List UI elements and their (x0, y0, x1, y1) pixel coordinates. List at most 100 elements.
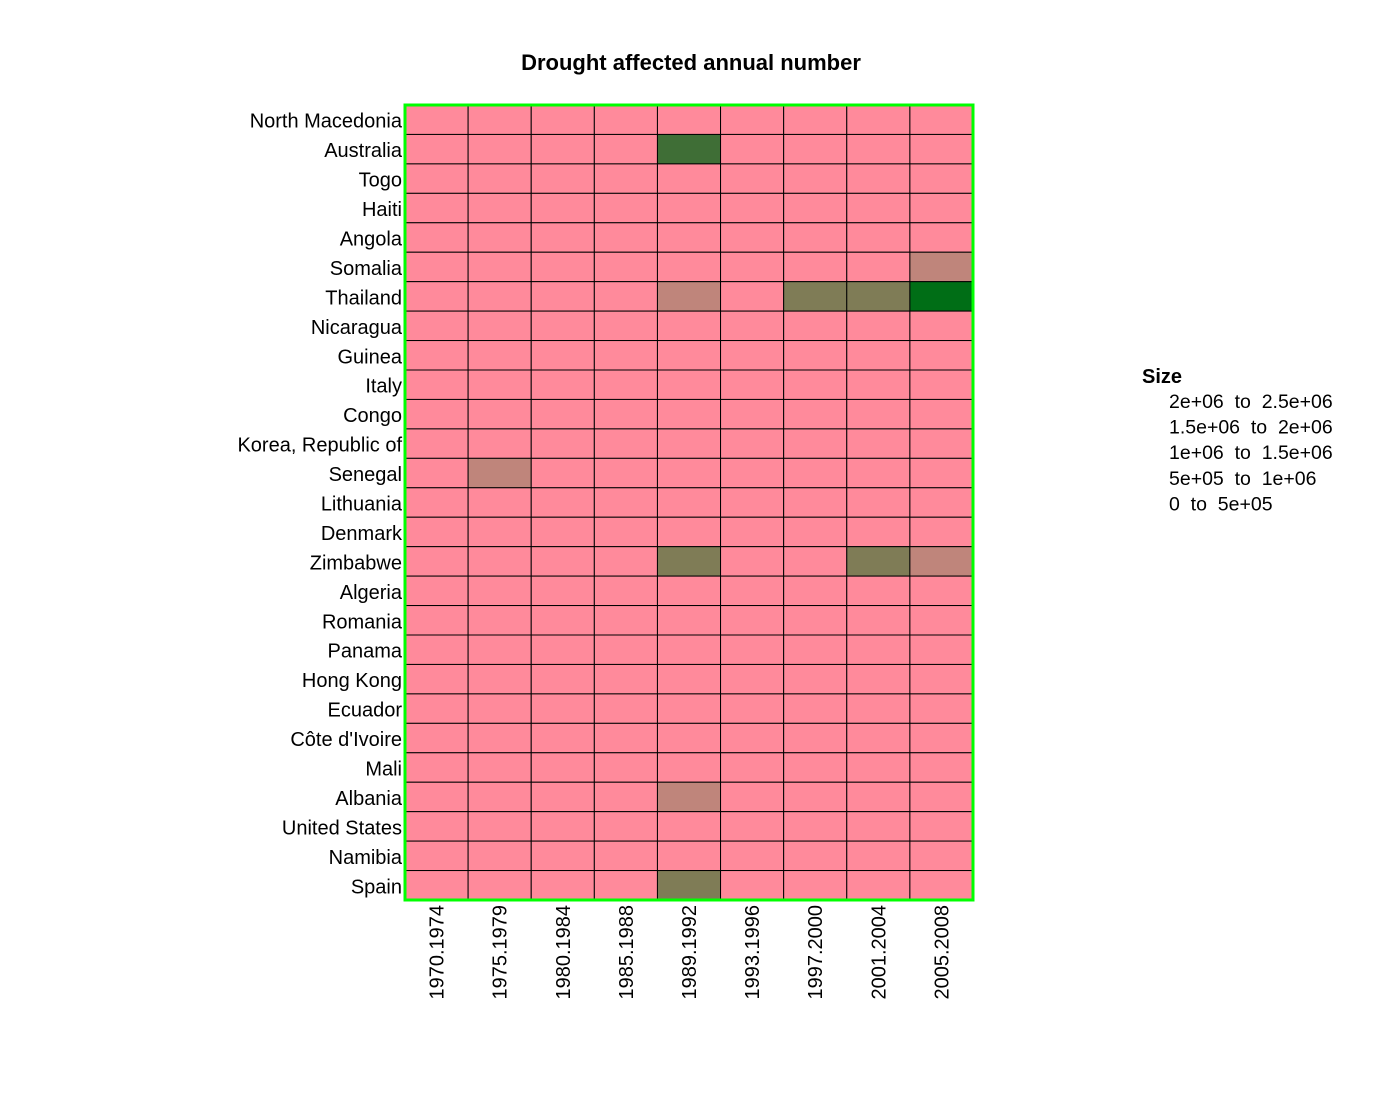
row-label: Australia (324, 140, 403, 162)
heatmap-cell (404, 663, 469, 695)
heatmap-cell (467, 663, 532, 695)
heatmap-cell (783, 605, 848, 636)
heatmap-cell (593, 222, 658, 253)
heatmap-cell (530, 840, 595, 872)
heatmap-cell (530, 163, 595, 194)
heatmap-cell (783, 487, 848, 518)
heatmap-cell (846, 340, 911, 371)
heatmap-grid (404, 104, 974, 901)
row-label: Mali (365, 759, 402, 781)
heatmap-cell (846, 575, 911, 607)
heatmap-cell (783, 634, 848, 665)
heatmap-cell (467, 369, 532, 400)
heatmap-cell (909, 369, 974, 400)
row-label: Zimbabwe (310, 552, 402, 574)
heatmap-cell (720, 752, 785, 783)
heatmap-cell (467, 840, 532, 872)
row-label: Angola (340, 229, 403, 251)
heatmap-cell (656, 104, 722, 135)
heatmap-cell (593, 340, 658, 371)
heatmap-cell (656, 722, 722, 754)
heatmap-cell (846, 546, 911, 577)
heatmap-cell (909, 251, 974, 283)
column-label: 1989.1992 (679, 905, 701, 1000)
row-label: Hong Kong (302, 670, 402, 692)
heatmap-cell (530, 575, 595, 607)
heatmap-cell (909, 487, 974, 518)
heatmap-cell (404, 546, 469, 577)
heatmap-cell (909, 840, 974, 872)
heatmap-cell (720, 634, 785, 665)
row-label: Algeria (340, 582, 403, 604)
row-label: Korea, Republic of (237, 435, 402, 457)
heatmap-cell (846, 398, 911, 430)
heatmap-cell (783, 781, 848, 813)
heatmap-cell (656, 192, 722, 224)
heatmap-cell (530, 222, 595, 253)
heatmap-cell (720, 663, 785, 695)
heatmap-cell (720, 487, 785, 518)
heatmap-cell (404, 310, 469, 342)
heatmap-cell (656, 781, 722, 813)
heatmap-cell (656, 575, 722, 607)
heatmap-cell (783, 398, 848, 430)
heatmap-cell (530, 605, 595, 636)
heatmap-cell (404, 487, 469, 518)
heatmap-cell (656, 516, 722, 548)
heatmap-cell (656, 428, 722, 459)
heatmap-cell (467, 546, 532, 577)
heatmap-cell (846, 104, 911, 135)
heatmap-cell (530, 251, 595, 283)
heatmap-cell (593, 781, 658, 813)
heatmap-cell (783, 840, 848, 872)
heatmap-cell (656, 634, 722, 665)
heatmap-cell (656, 840, 722, 872)
heatmap-cell (783, 104, 848, 135)
heatmap-cell (593, 811, 658, 842)
heatmap-cell (783, 457, 848, 489)
heatmap-cell (404, 104, 469, 135)
heatmap-cell (720, 516, 785, 548)
heatmap-cell (783, 222, 848, 253)
heatmap-cell (593, 722, 658, 754)
heatmap-cell (783, 516, 848, 548)
heatmap-cell (593, 457, 658, 489)
heatmap-cell (846, 752, 911, 783)
heatmap-cell (783, 192, 848, 224)
column-label: 1993.1996 (742, 905, 764, 1000)
heatmap-cell (783, 281, 848, 312)
row-label: Congo (343, 405, 402, 427)
heatmap-cell (656, 457, 722, 489)
heatmap-cell (593, 251, 658, 283)
heatmap-cell (404, 369, 469, 400)
heatmap-cell (467, 457, 532, 489)
column-labels: 1970.1974 1975.1979 1980.1984 1985.1988 1989… (427, 905, 954, 1000)
heatmap-cell (467, 251, 532, 283)
heatmap-cell (404, 516, 469, 548)
heatmap-cell (720, 310, 785, 342)
heatmap-cell (909, 781, 974, 813)
heatmap-cell (656, 605, 722, 636)
heatmap-cell (909, 693, 974, 724)
heatmap-cell (593, 870, 658, 901)
heatmap-cell (656, 870, 722, 901)
heatmap-cell (404, 222, 469, 253)
row-label: Somalia (330, 258, 403, 280)
heatmap-cell (720, 811, 785, 842)
heatmap-cell (530, 781, 595, 813)
heatmap-cell (467, 752, 532, 783)
heatmap-cell (404, 398, 469, 430)
heatmap-cell (783, 663, 848, 695)
heatmap-cell (593, 428, 658, 459)
heatmap-cell (783, 575, 848, 607)
row-label: Côte d'Ivoire (290, 729, 402, 751)
heatmap-cell (783, 870, 848, 901)
heatmap-cell (783, 310, 848, 342)
heatmap-cell (530, 192, 595, 224)
heatmap-cell (720, 369, 785, 400)
heatmap-cell (720, 133, 785, 165)
heatmap-cell (467, 870, 532, 901)
heatmap-cell (404, 870, 469, 901)
heatmap-cell (656, 398, 722, 430)
row-label: Italy (365, 376, 402, 398)
